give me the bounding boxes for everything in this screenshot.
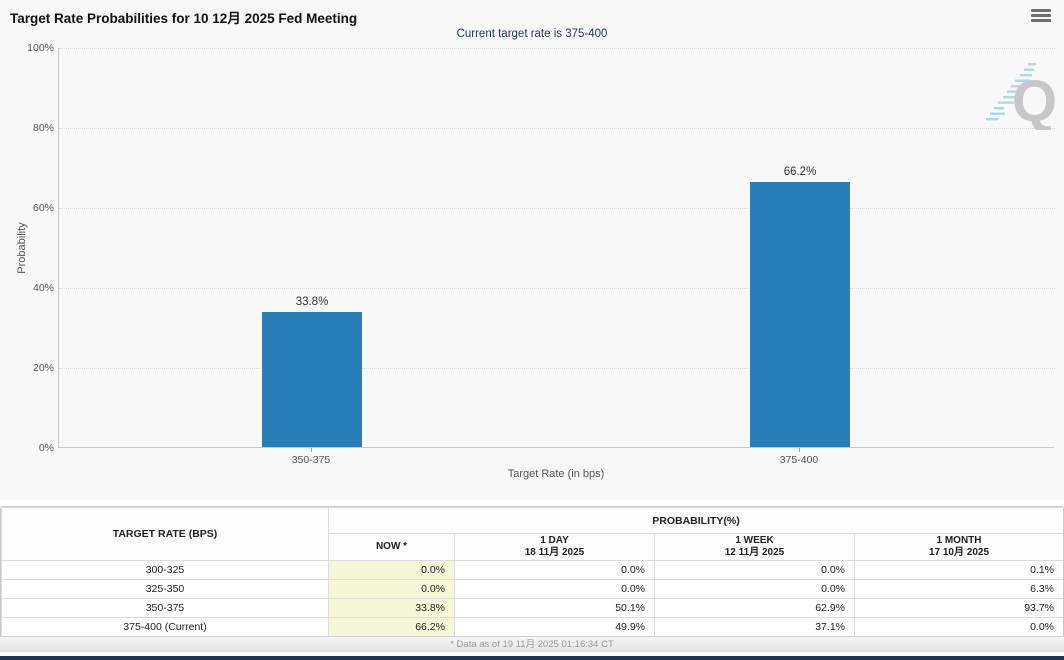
table-header-probability-group: PROBABILITY(%) — [328, 507, 1063, 534]
cell-now: 0.0% — [328, 560, 455, 580]
cell-1-month: 0.0% — [854, 617, 1063, 637]
cell-now: 0.0% — [328, 579, 455, 599]
y-tick-label: 60% — [32, 202, 54, 214]
y-tick-label: 0% — [38, 442, 54, 454]
cell-1-month: 6.3% — [854, 579, 1063, 599]
cell-1-month: 93.7% — [854, 598, 1063, 618]
probability-table: TARGET RATE (BPS) PROBABILITY(%) NOW * 1… — [0, 506, 1064, 638]
cell-1-week: 62.9% — [654, 598, 855, 618]
cell-now: 33.8% — [328, 598, 455, 618]
y-tick-label: 20% — [32, 362, 54, 374]
cell-1-day: 49.9% — [454, 617, 655, 637]
cell-1-week: 0.0% — [654, 579, 855, 599]
table-row: 325-350 0.0% 0.0% 0.0% 6.3% — [1, 579, 1063, 599]
table-row: 375-400 (Current) 66.2% 49.9% 37.1% 0.0% — [1, 617, 1063, 637]
cell-1-month: 0.1% — [854, 560, 1063, 580]
cell-1-day: 0.0% — [454, 579, 655, 599]
bar-group-350-375: 33.8% — [262, 296, 362, 447]
bar-375-400[interactable]: 66.2% — [750, 166, 850, 447]
cell-rate: 325-350 — [1, 579, 329, 599]
gridline — [59, 368, 1055, 369]
cell-1-week: 0.0% — [654, 560, 855, 580]
x-tick-label: 375-400 — [779, 454, 819, 466]
table-header-1-week: 1 WEEK 12 11月 2025 — [654, 533, 855, 561]
table-row: 350-375 33.8% 50.1% 62.9% 93.7% — [1, 598, 1063, 618]
plot-area: 33.8% 66.2% — [58, 48, 1055, 448]
table-header-1-day: 1 DAY 18 11月 2025 — [454, 533, 655, 561]
y-tick-label: 40% — [32, 282, 54, 294]
y-tick-label: 100% — [27, 42, 54, 54]
cell-rate: 350-375 — [1, 598, 329, 618]
table-header-now: NOW * — [328, 533, 455, 561]
x-axis-title: Target Rate (in bps) — [507, 468, 605, 480]
cell-1-day: 0.0% — [454, 560, 655, 580]
bar-group-375-400: 66.2% — [750, 166, 850, 447]
bar-350-375[interactable]: 33.8% — [262, 296, 362, 447]
cell-1-week: 37.1% — [654, 617, 855, 637]
chart-section: Target Rate Probabilities for 10 12月 202… — [10, 9, 1058, 480]
table-header-1-month: 1 MONTH 17 10月 2025 — [854, 533, 1063, 561]
bar-value-label: 66.2% — [783, 166, 817, 179]
bottom-accent-bar — [0, 656, 1064, 660]
quikstrike-q-watermark-logo: Q — [986, 63, 1057, 130]
cell-rate: 375-400 (Current) — [1, 617, 329, 637]
cell-now: 66.2% — [328, 617, 455, 637]
y-tick-label: 80% — [32, 122, 54, 134]
data-as-of-note: * Data as of 19 11月 2025 01:16:34 CT — [0, 636, 1064, 652]
table-header-target-rate: TARGET RATE (BPS) — [1, 507, 329, 561]
bar-value-label: 33.8% — [295, 295, 329, 308]
current-target-rate-subtitle: Current target rate is 375-400 — [456, 28, 608, 40]
hamburger-menu-icon[interactable] — [1031, 9, 1051, 24]
gridline — [59, 48, 1055, 49]
x-tick-label: 350-375 — [291, 454, 331, 466]
gridline — [59, 208, 1055, 209]
gridline — [59, 128, 1055, 129]
svg-text:Q: Q — [1012, 69, 1057, 130]
table-row: 300-325 0.0% 0.0% 0.0% 0.1% — [1, 560, 1063, 580]
cell-rate: 300-325 — [1, 560, 329, 580]
x-tick-mark — [311, 448, 312, 452]
page-title: Target Rate Probabilities for 10 12月 202… — [10, 11, 358, 26]
gridline — [59, 288, 1055, 289]
x-tick-mark — [799, 448, 800, 452]
cell-1-day: 50.1% — [454, 598, 655, 618]
